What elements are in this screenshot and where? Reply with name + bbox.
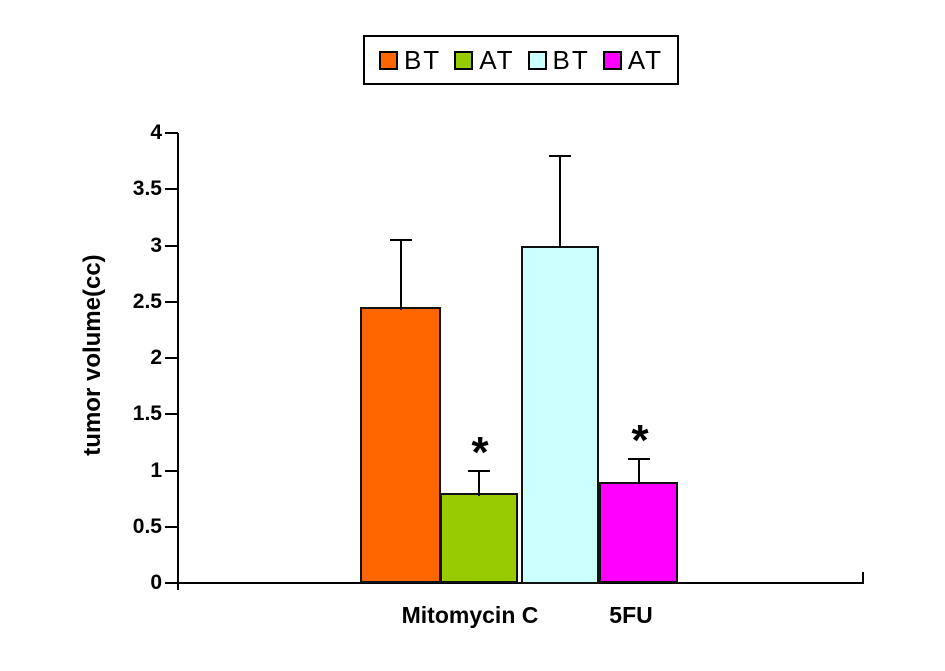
legend-swatch-icon [602,50,622,70]
y-axis-line [177,133,179,590]
error-bar-cap [628,458,650,460]
legend-label: BT [552,45,590,75]
error-bar-line [638,459,640,484]
y-tick-mark [165,470,178,472]
significance-asterisk: * [631,416,649,465]
bar-at-4 [599,482,678,583]
y-tick-mark [165,132,178,134]
x-axis-line [177,582,864,584]
error-bar-cap [390,239,412,241]
significance-asterisk: * [471,428,489,477]
legend-swatch-icon [527,50,547,70]
legend-item: AT [454,47,514,73]
error-bar-line [400,240,402,310]
y-tick-label: 1.5 [132,402,162,425]
y-tick-mark [165,582,178,584]
y-tick-label: 1 [150,459,162,482]
y-tick-mark [165,526,178,528]
y-tick-mark [165,413,178,415]
y-tick-label: 2.5 [132,290,162,313]
y-tick-label: 0 [150,571,162,594]
y-tick-label: 0.5 [132,515,162,538]
bar-at-2 [440,493,518,583]
y-tick-mark [165,301,178,303]
legend-swatch-icon [454,50,474,70]
error-bar-cap [468,470,490,472]
y-tick-label: 3.5 [132,177,162,200]
error-bar-line [559,156,561,248]
x-category-label: 5FU [609,602,653,628]
y-tick-mark [165,188,178,190]
y-tick-label: 2 [150,346,162,369]
y-tick-label: 4 [150,121,162,144]
y-tick-label: 3 [150,234,162,257]
legend-item: BT [378,45,442,75]
legend-box: BT AT BT AT [363,35,679,85]
bar-bt-3 [521,246,599,584]
x-category-label: Mitomycin C [401,602,539,628]
y-tick-mark [165,357,178,359]
bar-bt-1 [360,307,441,583]
legend-label: AT [627,45,664,75]
x-axis-end-tick [862,572,864,584]
legend-label: BT [403,45,442,75]
legend-swatch-icon [378,50,398,70]
legend-label: AT [479,45,515,75]
error-bar-cap [549,155,571,157]
legend-item: AT [602,45,664,75]
legend-item: BT [527,45,590,75]
y-tick-mark [165,245,178,247]
error-bar-line [478,471,480,496]
